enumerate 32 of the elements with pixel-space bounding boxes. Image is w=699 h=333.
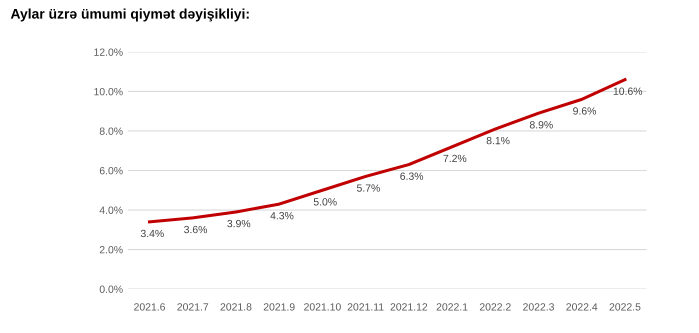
data-label: 5.0%: [314, 198, 337, 206]
data-label: 7.2%: [444, 154, 466, 162]
data-label: 6.3%: [400, 172, 424, 180]
data-label: 5.7%: [356, 184, 380, 192]
data-label: 8.9%: [530, 121, 553, 128]
x-tick-label: 2022.3: [523, 303, 554, 311]
x-tick-label: 2022.4: [566, 303, 598, 311]
x-tick-label: 2021.7: [177, 303, 208, 311]
data-label: 3.6%: [184, 226, 208, 234]
chart-title: Aylar üzrə ümumi qiymət dəyişikliyi:: [10, 8, 249, 22]
y-tick-label: 0.0%: [100, 286, 123, 293]
x-tick-label: 2021.12: [390, 303, 428, 311]
x-tick-label: 2021.9: [264, 303, 295, 311]
x-tick-label: 2021.11: [348, 303, 384, 311]
y-tick-label: 2.0%: [100, 246, 123, 254]
y-tick-label: 10.0%: [94, 88, 123, 96]
y-tick-label: 12.0%: [94, 48, 123, 56]
x-tick-label: 2022.5: [610, 303, 640, 311]
data-label: 9.6%: [573, 107, 596, 115]
data-label: 8.1%: [486, 136, 510, 144]
x-tick-label: 2021.10: [304, 303, 341, 311]
y-tick-label: 4.0%: [100, 206, 123, 214]
x-tick-label: 2021.6: [134, 303, 165, 311]
x-tick-label: 2022.2: [480, 303, 511, 311]
data-label: 3.9%: [227, 220, 250, 228]
data-label: 3.4%: [140, 230, 164, 238]
x-tick-label: 2022.1: [436, 303, 468, 311]
data-label: 10.6%: [614, 88, 642, 95]
y-tick-label: 6.0%: [100, 166, 123, 174]
y-tick-label: 8.0%: [100, 127, 123, 135]
data-label: 4.3%: [270, 212, 294, 220]
x-tick-label: 2021.8: [220, 303, 252, 311]
